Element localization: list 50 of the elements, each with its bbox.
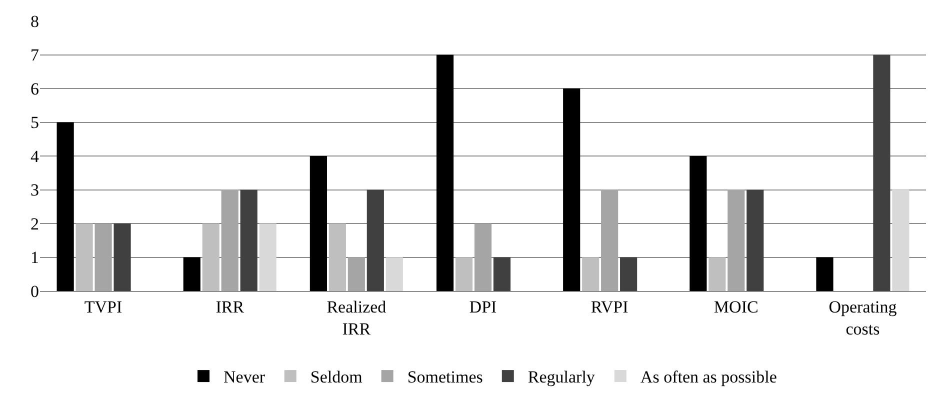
legend-label: Never bbox=[224, 368, 266, 387]
bar bbox=[455, 257, 473, 291]
legend-label: Regularly bbox=[528, 368, 596, 387]
y-tick-label: 6 bbox=[30, 79, 39, 98]
bar bbox=[366, 190, 384, 291]
bar bbox=[892, 190, 910, 291]
bar bbox=[708, 257, 726, 291]
bar bbox=[493, 257, 511, 291]
bar bbox=[183, 257, 200, 291]
legend-label: Seldom bbox=[310, 368, 362, 387]
bar bbox=[601, 190, 618, 291]
bar bbox=[76, 224, 93, 291]
y-tick-label: 2 bbox=[30, 214, 39, 234]
bar bbox=[240, 190, 258, 291]
bar bbox=[746, 190, 764, 291]
bar bbox=[310, 156, 327, 291]
bar bbox=[690, 156, 707, 291]
y-tick-label: 1 bbox=[30, 248, 39, 268]
bar bbox=[728, 190, 745, 291]
x-tick-label: Operating costs bbox=[828, 297, 898, 338]
bar bbox=[873, 54, 890, 291]
legend-label: As often as possible bbox=[640, 368, 777, 387]
bar bbox=[474, 224, 492, 291]
bar bbox=[114, 224, 131, 291]
x-tick-label: Realized IRR bbox=[326, 297, 387, 338]
y-tick-label: 8 bbox=[30, 12, 39, 31]
bar bbox=[563, 88, 580, 291]
bar bbox=[348, 257, 365, 291]
bar bbox=[328, 224, 346, 291]
bar bbox=[582, 257, 600, 291]
legend-label: Sometimes bbox=[407, 368, 483, 387]
y-tick-label: 3 bbox=[30, 180, 39, 200]
bar bbox=[56, 122, 74, 291]
y-tick-label: 5 bbox=[30, 113, 39, 132]
bar bbox=[259, 224, 276, 291]
bar bbox=[436, 54, 454, 291]
bar bbox=[816, 257, 834, 291]
x-tick-label: TVPI bbox=[84, 297, 123, 316]
x-tick-label: IRR bbox=[216, 297, 245, 316]
y-tick-label: 4 bbox=[30, 146, 40, 166]
bar bbox=[386, 257, 403, 291]
bar bbox=[202, 224, 220, 291]
y-tick-label: 7 bbox=[30, 46, 40, 65]
x-tick-label: MOIC bbox=[714, 297, 758, 316]
x-tick-label: DPI bbox=[469, 297, 498, 316]
y-tick-label: 0 bbox=[30, 282, 39, 301]
bar bbox=[221, 190, 238, 291]
bar bbox=[94, 224, 112, 291]
bar bbox=[620, 257, 638, 291]
x-tick-label: RVPI bbox=[590, 297, 629, 316]
